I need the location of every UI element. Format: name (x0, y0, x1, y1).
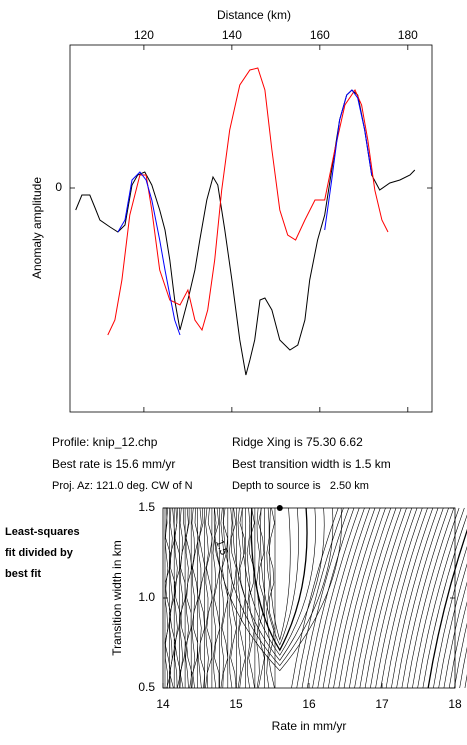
bottom-x-label: Rate in mm/yr (272, 719, 347, 733)
contour (327, 507, 376, 689)
y-tick-label: 0.5 (138, 680, 155, 694)
series-line (107, 67, 389, 336)
side-label: best fit (5, 568, 41, 580)
contour (260, 507, 299, 646)
y-tick-label: 1.5 (138, 500, 155, 514)
contour (205, 507, 209, 689)
contour (438, 563, 467, 689)
contour-lines (164, 507, 467, 689)
x-tick-label: 160 (310, 28, 330, 42)
x-tick-label: 180 (398, 28, 418, 42)
contour (213, 507, 342, 672)
contour (250, 507, 308, 652)
contour (220, 507, 225, 689)
contour (296, 507, 344, 689)
contour (370, 507, 418, 689)
contour (198, 507, 206, 689)
side-label: Least-squares (5, 526, 80, 538)
contour-label: 1.5 (213, 538, 230, 556)
contour (241, 507, 316, 656)
x-tick-label: 14 (156, 697, 170, 711)
top-frame (69, 44, 433, 413)
contour (364, 507, 413, 689)
contour (385, 507, 434, 689)
info-depth: Depth to source is 2.50 km (232, 480, 369, 492)
contour (354, 507, 402, 689)
contour (333, 507, 381, 689)
contour (396, 507, 444, 689)
contour (266, 507, 270, 689)
contour (317, 507, 365, 689)
contour (391, 507, 439, 689)
contour (237, 507, 242, 689)
x-tick-label: 15 (229, 697, 243, 711)
contour (454, 622, 467, 689)
contour (228, 507, 233, 689)
contour (232, 507, 325, 661)
contour (427, 528, 467, 689)
contour (248, 507, 255, 689)
contour (174, 507, 182, 689)
info-rate: Best rate is 15.6 mm/yr (52, 457, 175, 471)
contour (230, 507, 237, 689)
contour (191, 507, 196, 689)
x-tick-label: 18 (448, 697, 462, 711)
side-label: fit divided by (5, 547, 74, 559)
contour (213, 507, 221, 688)
contour (269, 507, 291, 641)
contour (338, 507, 386, 689)
contour (422, 514, 467, 689)
contour (359, 507, 407, 689)
contour (246, 507, 251, 689)
y-tick-label: 0 (55, 180, 62, 194)
contour (185, 507, 189, 689)
info-profile: Profile: knip_12.chp (52, 435, 158, 449)
contour (348, 507, 397, 689)
contour (192, 507, 199, 689)
contour (306, 507, 355, 689)
contour (185, 507, 193, 689)
contour (401, 507, 449, 689)
contour (459, 646, 467, 689)
y-tick-label: 1.0 (138, 590, 155, 604)
x-tick-label: 140 (222, 28, 242, 42)
bottom-y-label: Transition width in km (110, 540, 124, 656)
contour (448, 601, 467, 689)
series-line (117, 89, 373, 336)
top-x-title: Distance (km) (217, 8, 291, 22)
top-y-label: Anomaly amplitude (30, 177, 44, 279)
contour (375, 507, 423, 689)
info-ridge: Ridge Xing is 75.30 6.62 (232, 435, 363, 449)
best-fit-point (276, 505, 283, 511)
contour (256, 507, 260, 689)
contour (380, 507, 428, 689)
contour (291, 507, 339, 689)
contour (412, 507, 460, 689)
contour (223, 507, 334, 667)
series-line (75, 89, 416, 376)
contour (322, 507, 371, 689)
x-tick-label: 120 (134, 28, 154, 42)
contour (406, 507, 455, 689)
contour (312, 507, 360, 689)
x-tick-label: 17 (375, 697, 389, 711)
contour (417, 507, 465, 689)
info-azimuth: Proj. Az: 121.0 deg. CW of N (52, 480, 193, 492)
contour (343, 507, 392, 689)
contour (443, 581, 467, 689)
info-width: Best transition width is 1.5 km (232, 457, 391, 471)
contour (301, 507, 349, 689)
contour (258, 507, 265, 689)
x-tick-label: 16 (302, 697, 316, 711)
contour (179, 507, 184, 689)
